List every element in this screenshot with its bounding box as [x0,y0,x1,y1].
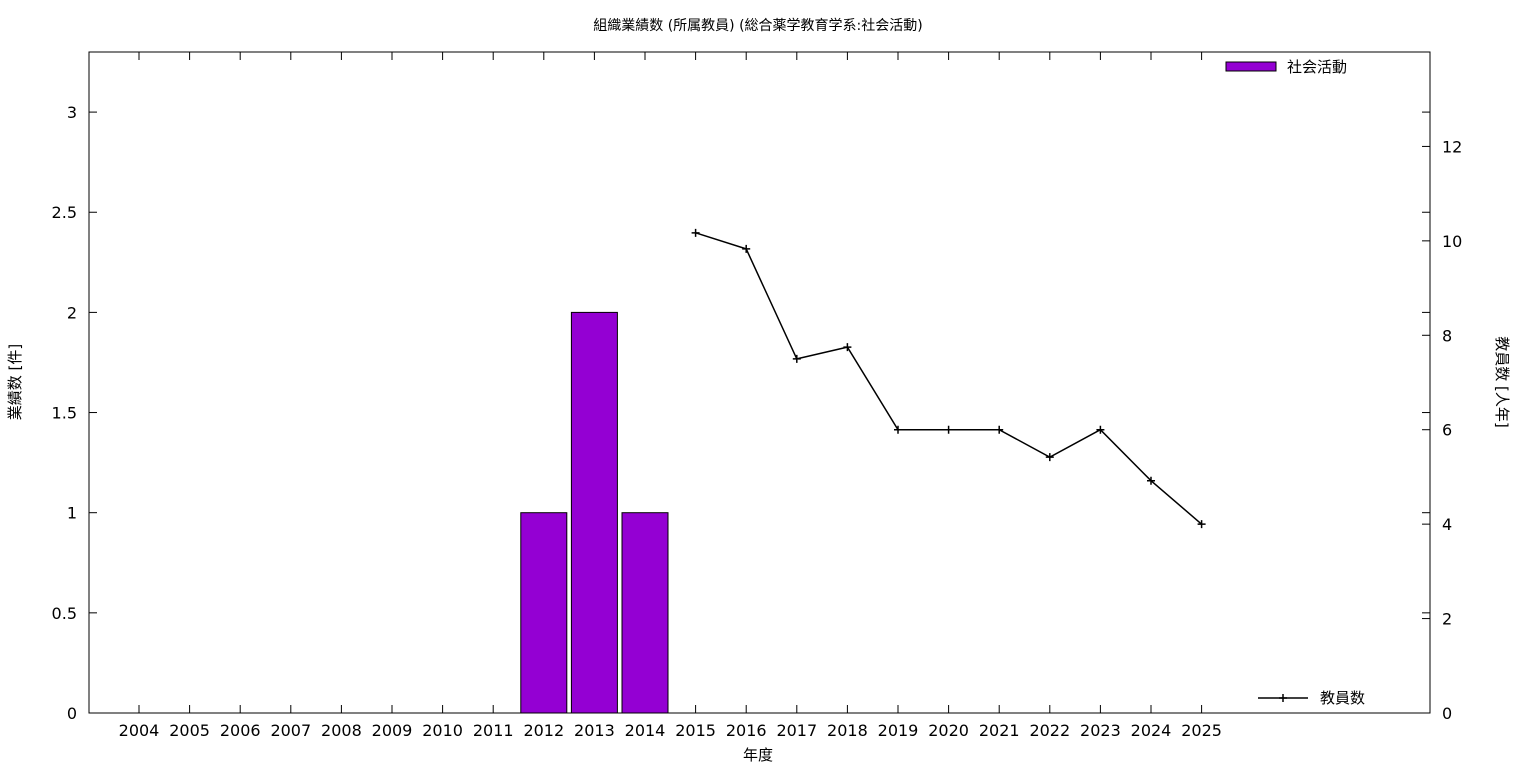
x-tick-label: 2009 [372,721,413,740]
x-tick-label: 2022 [1029,721,1070,740]
x-tick-label: 2005 [169,721,210,740]
line-point [843,343,852,352]
x-tick-label: 2024 [1131,721,1172,740]
x-tick-label: 2023 [1080,721,1121,740]
line-point [944,425,953,434]
line-point [691,228,700,237]
line-point [894,425,902,434]
line-point [742,244,751,253]
y2-tick-label: 10 [1442,232,1462,251]
legend-label-line: 教員数 [1320,689,1365,707]
y2-tick-label: 2 [1442,610,1452,629]
y2-tick-label: 8 [1442,326,1452,345]
y-tick-label: 1.5 [52,404,77,423]
y-tick-label: 3 [67,103,77,122]
legend-bars: 社会活動 [1225,58,1347,76]
bar [570,311,618,714]
x-tick-label: 2015 [675,721,716,740]
legend-label-bar: 社会活動 [1287,58,1347,76]
y2-tick-label: 12 [1442,137,1462,156]
legend-swatch-bar [1225,61,1277,72]
bar [520,512,568,714]
line-point [1147,476,1155,485]
y2-tick-label: 0 [1442,704,1452,723]
x-axis-title: 年度 [743,746,773,764]
x-tick-label: 2013 [574,721,615,740]
line-point [1045,453,1054,462]
x-tick-label: 2021 [979,721,1020,740]
plot-area: 0 0.5 1 1.5 2 2.5 3 0 2 4 6 8 10 12 2004 2005 2006 2007 20… [52,52,1462,740]
bar [621,512,669,714]
x-tick-label: 2020 [928,721,969,740]
x-tick-label: 2012 [523,721,564,740]
y-tick-label: 1 [67,504,77,523]
legend-swatch-marker [1279,694,1287,702]
y-tick-label: 2 [67,303,77,322]
x-tick-label: 2018 [827,721,868,740]
x-tick-label: 2006 [220,721,261,740]
plot-frame [88,51,1431,714]
y-tick-label: 2.5 [52,203,77,222]
y-axis-title: 業績数 [件] [6,344,24,420]
y2-tick-label: 6 [1442,421,1452,440]
x-tick-label: 2014 [625,721,666,740]
x-tick-label: 2025 [1181,721,1222,740]
line-point [1197,520,1206,529]
x-tick-label: 2016 [726,721,767,740]
series-line [695,232,1203,525]
x-tick-label: 2004 [119,721,160,740]
y2-axis-title: 教員数 [人年] [1493,336,1511,427]
line-point [995,425,1004,434]
x-tick-label: 2011 [473,721,514,740]
x-tick-label: 2019 [878,721,919,740]
y-tick-label: 0 [67,704,77,723]
x-tick-label: 2017 [776,721,817,740]
y-tick-label: 0.5 [52,604,77,623]
chart-title: 組織業績数 (所属教員) (総合薬学教育学系:社会活動) [593,18,922,34]
y2-tick-label: 4 [1442,515,1452,534]
x-tick-label: 2008 [321,721,362,740]
x-tick-label: 2007 [270,721,311,740]
line-point [1096,425,1105,434]
legend-line: 教員数 [1258,689,1365,707]
x-tick-label: 2010 [422,721,463,740]
line-point [792,354,801,363]
